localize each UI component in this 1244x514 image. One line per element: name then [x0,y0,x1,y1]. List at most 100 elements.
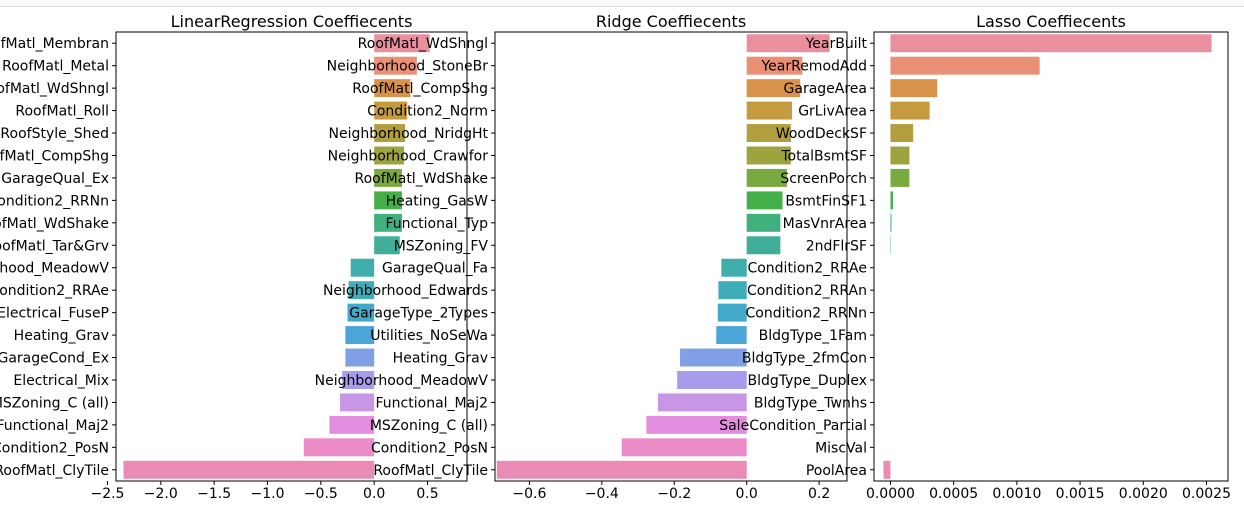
y-tick-label: BsmtFinSF1 [785,193,867,209]
y-tick-label: Utilities_NoSeWa [370,328,488,344]
bar-roofmatl-tar-grv [374,236,400,255]
y-tick-label: MSZoning_C (all) [0,395,109,411]
bar-functional-maj2 [657,393,747,412]
top-border [0,0,1244,7]
bar-condition2-rrnn [374,191,402,210]
y-tick-label: GarageQual_Fa [382,261,488,277]
y-tick-label: Neighborhood_StoneBr [327,59,489,75]
x-tick-label: 0.0 [736,486,758,502]
y-tick-label: WoodDeckSF [776,126,867,142]
bar-garagetype-2types [717,303,747,322]
axes-frame [873,31,1229,482]
y-tick-label: GrLivArea [798,104,867,120]
bar-mszoning-fv [746,236,781,255]
x-tick-label: 0.0010 [992,486,1041,502]
bar-roofmatl-clytile [123,460,375,479]
x-tick-label: −1.5 [197,486,231,502]
y-tick-label: RoofMatl_Roll [15,104,109,120]
x-tick-label: 0.5 [416,486,438,502]
y-tick-label: Neighborhood_MeadowV [315,373,489,389]
y-tick-label: Condition2_RRAn [747,283,867,299]
bar-neighborhood-edwards [718,281,747,300]
bar-condition2-rrae [348,281,375,300]
y-tick-label: GarageArea [784,81,867,97]
y-tick-label: RoofMatl_ClyTile [0,463,109,479]
y-tick-label: PoolArea [806,463,867,479]
bar-electrical-mix [342,371,375,389]
bar-neighborhood-stonebr [746,56,803,75]
axes-frame [115,31,468,482]
bar-condition2-norm [746,101,792,120]
y-tick-label: Heating_Grav [393,351,488,367]
bar-garagecond-ex [345,348,375,367]
bar-condition2-posn [303,438,375,457]
y-tick-label: Condition2_Norm [367,104,488,120]
chart-panel-3: Lasso Coeffiecents YearBuilt YearRemodAdd G… [719,12,1231,502]
y-tick-label: GarageQual_Ex [1,171,109,187]
bar-neighborhood-crawfor [746,146,791,165]
bar-neighborhood-meadowv [677,371,747,389]
bar-roofmatl-compshg [374,146,405,165]
y-tick-label: Functional_Maj2 [0,418,109,434]
y-tick-label: Functional_Typ [385,216,488,232]
bar-grlivarea [890,101,930,120]
bar-neighborhood-nridght [746,124,791,143]
bar-condition2-posn [621,438,747,457]
x-tick-label: 0.2 [808,486,830,502]
y-tick-label: Condition2_RRAe [0,283,109,299]
y-tick-label: MasVnrArea [783,216,867,232]
bar-garagearea [890,79,938,98]
x-tick-label: −0.2 [657,486,691,502]
x-tick-label: 0.0005 [929,486,978,502]
y-tick-label: Neighborhood_MeadowV [0,261,109,277]
bar-screenporch [890,168,910,187]
y-tick-label: RoofMatl_Tar&Grv [0,238,109,254]
y-tick-label: Neighborhood_Edwards [323,283,488,299]
bar-garagequal-fa [721,258,747,277]
bar-roofstyle-shed [374,124,406,143]
y-tick-label: 2ndFlrSF [806,238,867,254]
y-tick-label: MSZoning_FV [394,238,489,254]
bar-yearremodadd [890,56,1040,75]
y-tick-label: RoofMatl_Metal [2,59,109,75]
y-tick-label: MSZoning_C (all) [370,418,488,434]
y-tick-label: ScreenPorch [780,171,867,187]
bar-heating-gasw [746,191,783,210]
y-tick-label: RoofMatl_Membran [0,36,109,52]
y-tick-label: Neighborhood_Crawfor [328,148,489,164]
bar-mszoning-c-all- [340,393,375,412]
x-tick-label: 0.0 [363,486,385,502]
bar-roofmatl-clytile [496,460,747,479]
bar-totalbsmtsf [890,146,910,165]
y-tick-label: Condition2_PosN [371,440,488,456]
x-tick-label: 0.0025 [1182,486,1231,502]
x-tick-label: 0.0000 [866,486,915,502]
bar-heating-grav [680,348,747,367]
bar-mszoning-c-all- [646,415,747,434]
y-tick-label: Functional_Maj2 [376,395,488,411]
y-tick-label: MiscVal [815,440,867,456]
bar-roofmatl-membran [374,34,430,53]
bar-roofmatl-compshg [746,79,801,98]
x-tick-label: −2.5 [90,486,124,502]
y-tick-label: RoofMatl_WdShngl [0,81,109,97]
bar-roofmatl-wdshngl [374,79,411,98]
y-tick-label: YearBuilt [805,36,868,52]
y-tick-label: RoofMatl_WdShake [355,171,489,187]
y-tick-label: Heating_GasW [386,193,489,209]
y-tick-label: YearRemodAdd [760,59,867,75]
y-tick-label: RoofMatl_CompShg [0,148,109,164]
y-tick-label: Electrical_FuseP [0,306,109,322]
bar-roofmatl-wdshngl [746,34,830,53]
chart-panel-1: LinearRegression Coeffiecents RoofMatl_Me… [0,12,468,502]
bar-bsmtfinsf1 [890,191,893,210]
chart-title: LinearRegression Coeffiecents [171,12,413,31]
bar-wooddecksf [890,124,914,143]
y-tick-label: BldgType_Twnhs [754,395,867,411]
bar-poolarea [883,460,891,479]
y-tick-label: RoofMatl_WdShngl [358,36,488,52]
y-tick-label: Condition2_PosN [0,440,109,456]
bar-heating-grav [345,326,375,345]
y-tick-label: Condition2_RRNn [745,306,867,322]
